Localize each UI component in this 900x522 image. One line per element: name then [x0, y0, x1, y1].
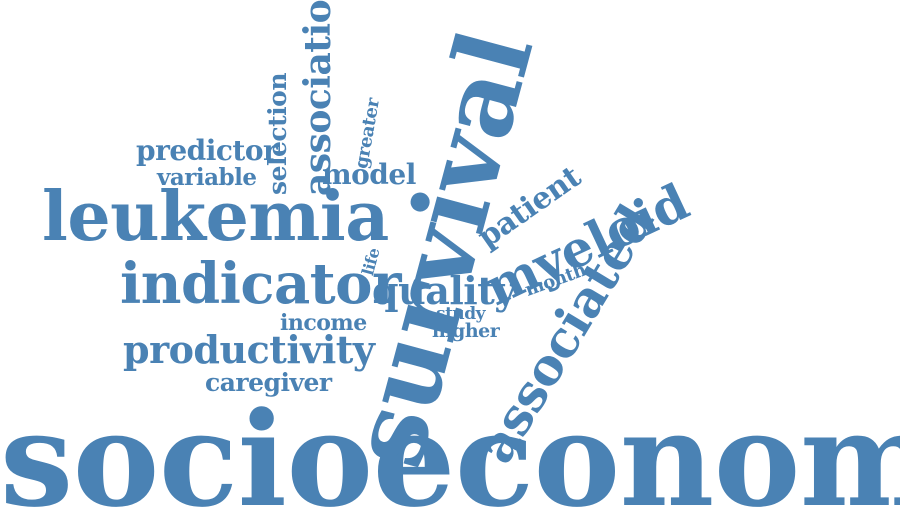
word-study: study — [436, 304, 486, 324]
word-indicator: indicator — [120, 251, 402, 317]
word-predictor: predictor — [136, 134, 278, 167]
word-higher: higher — [432, 320, 500, 342]
word-socioeconomic: socioeconomic — [0, 383, 900, 522]
word-quality: quality — [372, 268, 516, 313]
word-model: model — [322, 158, 416, 191]
word-selection: selection — [263, 72, 292, 195]
word-caregiver: caregiver — [205, 368, 332, 397]
word-income: income — [280, 310, 367, 336]
word-leukemia: leukemia — [42, 177, 389, 257]
word-productivity: productivity — [123, 327, 375, 372]
word-variable: variable — [157, 164, 257, 191]
